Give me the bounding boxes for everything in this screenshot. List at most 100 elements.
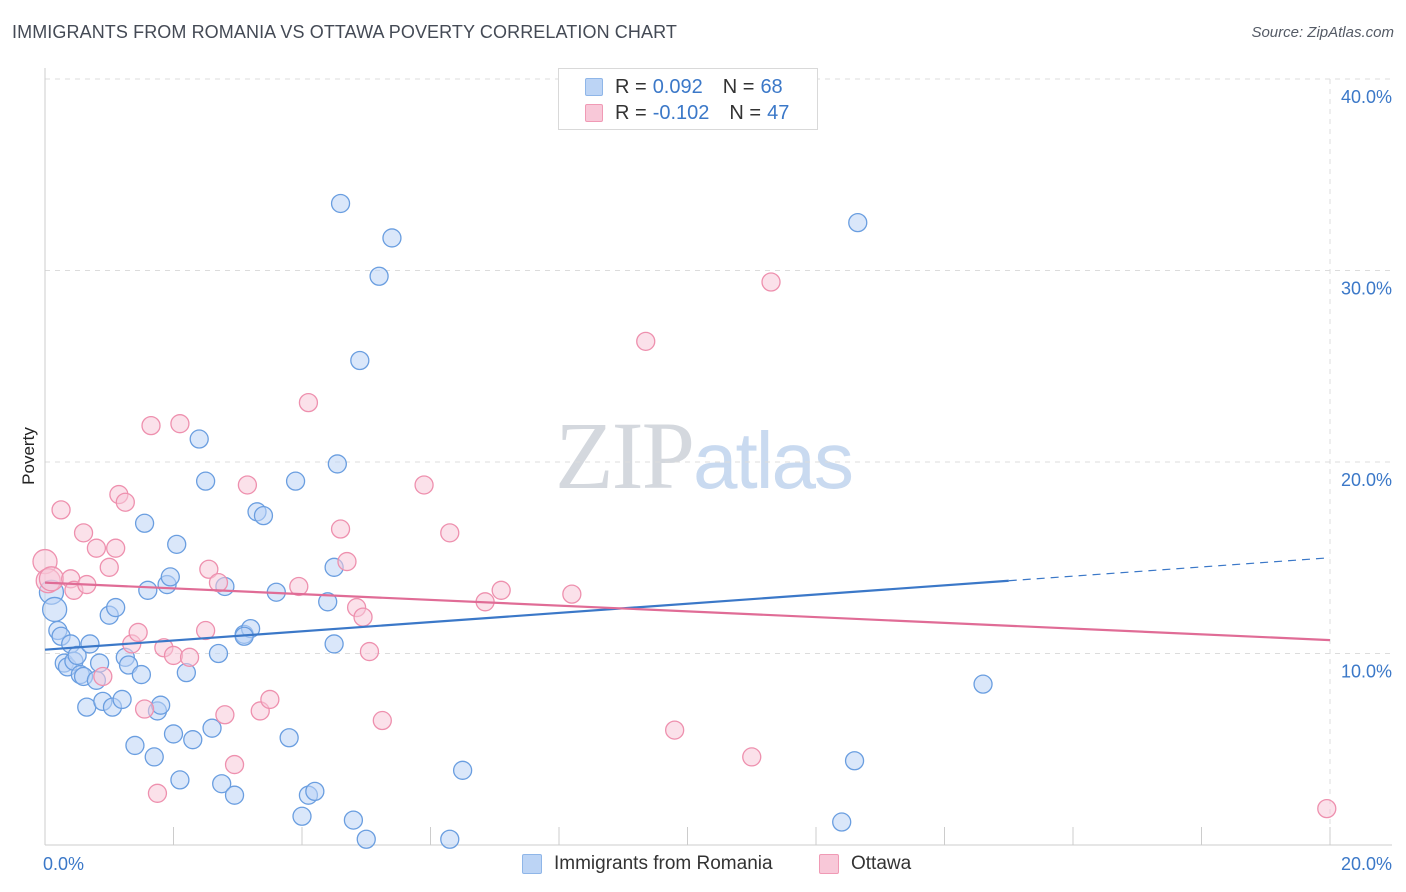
y-tick-label-0: 10.0% xyxy=(1341,662,1392,682)
data-point-1-18 xyxy=(147,783,168,803)
data-point-0-59 xyxy=(330,193,351,214)
data-point-1-40 xyxy=(440,523,460,543)
chart-source: Source: ZipAtlas.com xyxy=(1251,24,1394,41)
trend-line-0 xyxy=(44,579,1009,651)
data-point-1-28 xyxy=(237,475,258,495)
axes xyxy=(44,68,1392,846)
legend-row-ottawa: R = -0.102 N = 47 xyxy=(585,101,789,125)
data-point-1-9 xyxy=(93,666,113,687)
data-point-1-43 xyxy=(562,584,582,604)
data-point-0-50 xyxy=(285,471,306,491)
data-point-1-36 xyxy=(353,607,373,627)
data-point-1-27 xyxy=(224,754,245,775)
data-point-0-31 xyxy=(163,724,184,744)
data-point-1-42 xyxy=(491,580,511,600)
data-point-1-23 xyxy=(195,620,216,641)
series-immigrants-from-romania xyxy=(38,193,993,849)
data-point-1-17 xyxy=(141,415,161,436)
data-point-0-32 xyxy=(167,534,187,554)
data-point-0-69 xyxy=(973,674,993,694)
data-point-0-30 xyxy=(160,567,180,587)
data-point-0-17 xyxy=(106,597,126,618)
data-point-0-53 xyxy=(305,781,325,802)
data-point-0-36 xyxy=(189,429,209,449)
data-point-1-25 xyxy=(208,572,229,593)
data-point-1-21 xyxy=(170,414,190,434)
correlation-legend: R = 0.092 N = 68 R = -0.102 N = 47 xyxy=(558,68,818,130)
data-point-1-44 xyxy=(636,331,656,352)
watermark-zip: ZIP xyxy=(555,402,695,509)
legend-n-value: 68 xyxy=(760,75,783,98)
data-point-0-62 xyxy=(369,266,389,286)
data-point-1-8 xyxy=(86,538,107,558)
data-point-1-48 xyxy=(1317,798,1337,819)
data-point-0-57 xyxy=(324,634,344,654)
data-point-0-24 xyxy=(134,513,155,533)
data-point-0-68 xyxy=(848,212,868,233)
legend-n-label: N = xyxy=(722,75,755,98)
y-tick-label-3: 40.0% xyxy=(1341,87,1392,107)
bottom-legend-label-ottawa: Ottawa xyxy=(851,853,912,874)
data-point-0-51 xyxy=(292,806,312,826)
data-point-1-24 xyxy=(199,559,219,579)
bottom-legend-label-romania: Immigrants from Romania xyxy=(554,853,773,874)
zipatlas-watermark: ZIPatlas xyxy=(555,400,854,511)
data-point-0-25 xyxy=(138,580,158,600)
bottom-legend-swatch-romania xyxy=(522,854,542,874)
data-point-0-49 xyxy=(279,728,299,748)
data-point-1-6 xyxy=(73,523,94,543)
data-point-0-61 xyxy=(356,829,376,849)
trend-line-1 xyxy=(44,581,1331,642)
data-point-1-39 xyxy=(414,475,434,495)
data-point-0-11 xyxy=(77,697,97,717)
data-point-1-38 xyxy=(372,710,392,731)
data-point-0-21 xyxy=(118,655,139,675)
data-point-1-26 xyxy=(215,705,235,725)
data-point-0-23 xyxy=(131,664,152,685)
data-point-1-13 xyxy=(115,492,135,512)
data-point-1-22 xyxy=(179,647,200,667)
legend-r-value: -0.102 xyxy=(652,101,710,124)
data-point-1-20 xyxy=(163,645,184,666)
data-point-1-30 xyxy=(260,689,280,710)
data-point-1-31 xyxy=(289,576,309,597)
data-point-0-66 xyxy=(832,812,852,832)
bottom-legend-romania: Immigrants from Romania xyxy=(522,852,773,876)
y-tick-label-2: 30.0% xyxy=(1341,279,1392,299)
data-point-0-1 xyxy=(41,596,68,623)
y-tick-label-1: 20.0% xyxy=(1341,470,1392,490)
data-point-0-12 xyxy=(80,634,100,654)
legend-r-label: R = xyxy=(615,101,647,124)
data-point-0-35 xyxy=(183,730,203,750)
legend-r-label: R = xyxy=(615,75,647,98)
data-point-1-45 xyxy=(665,720,685,740)
data-point-0-40 xyxy=(212,774,232,794)
data-point-1-16 xyxy=(134,699,155,719)
data-point-0-47 xyxy=(253,505,274,526)
data-point-0-39 xyxy=(208,643,229,664)
data-point-1-11 xyxy=(106,538,126,558)
tick-labels: 10.0% 20.0% 30.0% 40.0% 0.0% 20.0% xyxy=(43,87,1392,874)
data-point-0-58 xyxy=(343,810,364,830)
data-point-0-28 xyxy=(150,695,171,715)
bottom-legend-ottawa: Ottawa xyxy=(819,852,911,876)
grid-lines xyxy=(45,78,1392,845)
data-point-0-60 xyxy=(350,350,370,371)
data-point-1-34 xyxy=(337,551,357,572)
data-point-0-63 xyxy=(382,228,402,248)
trend-line-extension-0 xyxy=(1008,557,1331,582)
bottom-legend-swatch-ottawa xyxy=(819,854,839,874)
data-point-1-32 xyxy=(298,392,319,413)
legend-r-value: 0.092 xyxy=(652,75,703,98)
watermark-atlas: atlas xyxy=(693,416,854,505)
chart-title: IMMIGRANTS FROM ROMANIA VS OTTAWA POVERT… xyxy=(12,22,677,42)
data-point-0-56 xyxy=(327,454,347,474)
series-ottawa xyxy=(32,272,1337,819)
data-point-0-54 xyxy=(318,592,338,612)
legend-n-label: N = xyxy=(729,101,762,124)
data-point-0-19 xyxy=(112,689,132,710)
data-point-0-67 xyxy=(844,751,865,771)
x-tick-label-1: 20.0% xyxy=(1341,854,1392,874)
data-point-1-33 xyxy=(330,519,351,539)
